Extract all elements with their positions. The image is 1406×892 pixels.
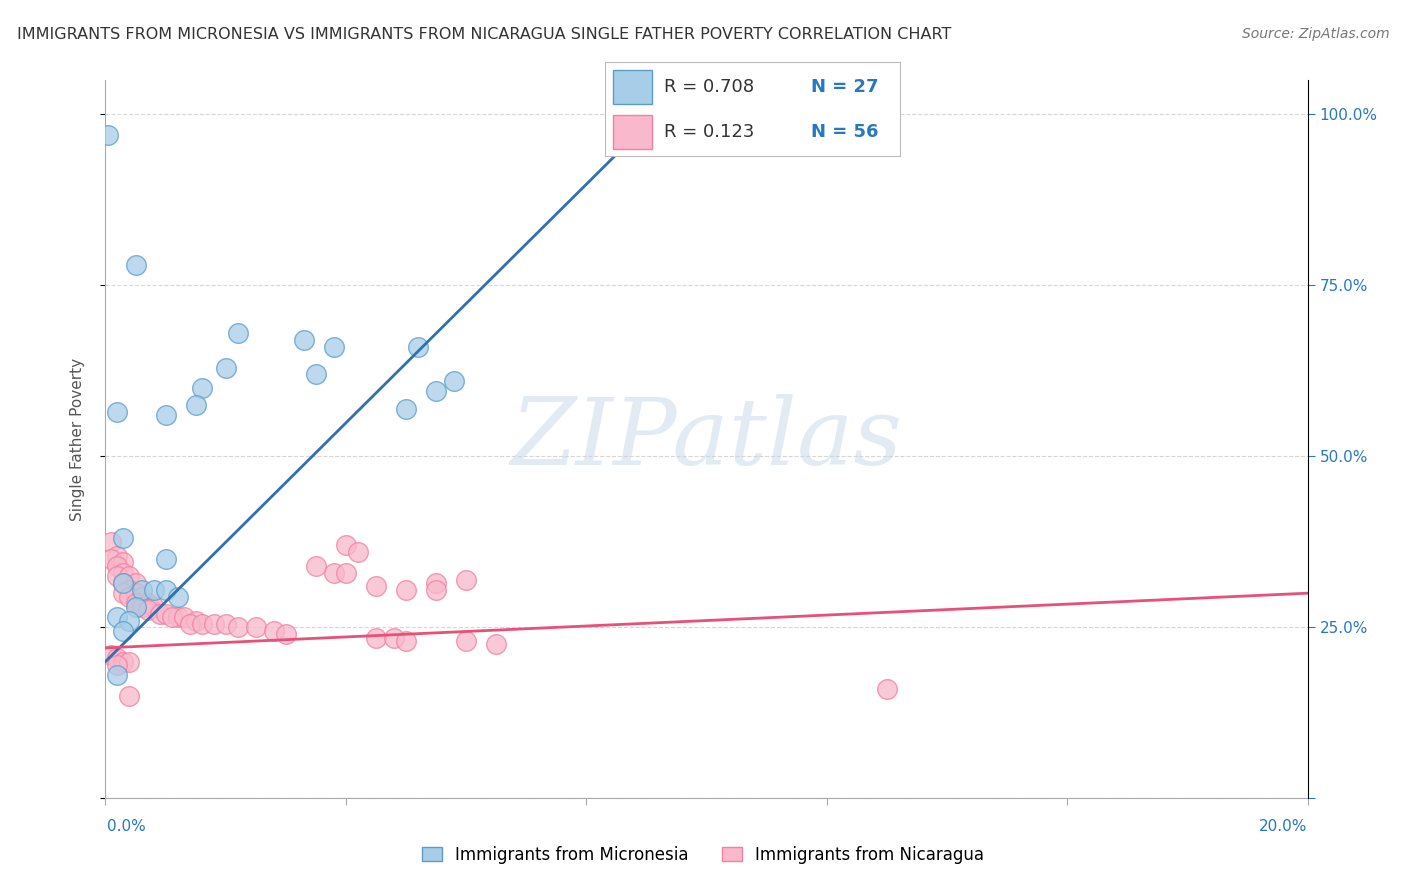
Point [173, 610, 195, 624]
Point [112, 624, 135, 638]
Point [226, 326, 249, 341]
Point [160, 610, 183, 624]
Point [100, 552, 122, 566]
Point [245, 620, 267, 634]
Point [136, 596, 159, 610]
Point [155, 409, 177, 423]
Point [155, 582, 177, 597]
Point [364, 579, 387, 593]
Point [214, 617, 236, 632]
Point [364, 631, 387, 645]
Point [148, 607, 170, 621]
Point [131, 582, 153, 597]
Point [124, 576, 146, 591]
Point [425, 582, 447, 597]
Text: 20.0%: 20.0% [1260, 820, 1308, 834]
Point [395, 401, 418, 416]
Bar [613, 115, 652, 149]
Point [166, 610, 188, 624]
Point [118, 569, 141, 583]
Text: IMMIGRANTS FROM MICRONESIA VS IMMIGRANTS FROM NICARAGUA SINGLE FATHER POVERTY CO: IMMIGRANTS FROM MICRONESIA VS IMMIGRANTS… [17, 27, 952, 42]
Point [124, 599, 146, 614]
Point [155, 552, 177, 566]
Point [305, 368, 328, 382]
Point [485, 637, 508, 651]
Point [107, 668, 129, 682]
Point [347, 545, 370, 559]
Point [184, 398, 207, 412]
Point [107, 658, 129, 673]
Point [118, 614, 141, 628]
Point [406, 340, 429, 354]
Point [454, 573, 477, 587]
Point [107, 569, 129, 583]
Legend: Immigrants from Micronesia, Immigrants from Nicaragua: Immigrants from Micronesia, Immigrants f… [415, 839, 991, 871]
Point [202, 617, 225, 632]
Point [443, 374, 465, 388]
Text: Source: ZipAtlas.com: Source: ZipAtlas.com [1241, 27, 1389, 41]
Point [107, 651, 129, 665]
Text: R = 0.123: R = 0.123 [664, 123, 754, 141]
Point [322, 340, 344, 354]
Point [190, 617, 212, 632]
Point [112, 566, 135, 580]
Point [97, 128, 120, 142]
Point [100, 648, 122, 662]
Point [124, 596, 146, 610]
Text: N = 27: N = 27 [811, 78, 879, 95]
Point [107, 558, 129, 573]
Point [112, 532, 135, 546]
Point [382, 631, 405, 645]
Point [263, 624, 285, 638]
Point [305, 558, 328, 573]
Point [118, 582, 141, 597]
Point [190, 381, 212, 395]
Point [118, 689, 141, 703]
Point [155, 607, 177, 621]
Text: ZIPatlas: ZIPatlas [510, 394, 903, 484]
Point [454, 634, 477, 648]
Point [107, 610, 129, 624]
Point [142, 599, 165, 614]
Point [136, 603, 159, 617]
Point [118, 590, 141, 604]
Point [112, 576, 135, 591]
Point [118, 655, 141, 669]
Point [335, 538, 357, 552]
Point [395, 582, 418, 597]
Point [112, 555, 135, 570]
Point [100, 534, 122, 549]
Point [425, 576, 447, 591]
Point [214, 360, 236, 375]
Point [112, 655, 135, 669]
Point [395, 634, 418, 648]
Point [107, 405, 129, 419]
Point [184, 614, 207, 628]
Point [124, 258, 146, 272]
Point [425, 384, 447, 399]
Text: R = 0.708: R = 0.708 [664, 78, 754, 95]
Point [322, 566, 344, 580]
Point [292, 333, 315, 347]
Point [179, 617, 201, 632]
Point [226, 620, 249, 634]
Text: 0.0%: 0.0% [107, 820, 146, 834]
Point [131, 599, 153, 614]
Point [274, 627, 297, 641]
Point [112, 576, 135, 591]
Point [107, 549, 129, 563]
Point [335, 566, 357, 580]
Point [876, 681, 898, 696]
Point [131, 590, 153, 604]
Point [142, 582, 165, 597]
Bar [613, 70, 652, 103]
Text: N = 56: N = 56 [811, 123, 879, 141]
Point [166, 590, 188, 604]
Point [124, 586, 146, 600]
Y-axis label: Single Father Poverty: Single Father Poverty [70, 358, 84, 521]
Point [112, 586, 135, 600]
